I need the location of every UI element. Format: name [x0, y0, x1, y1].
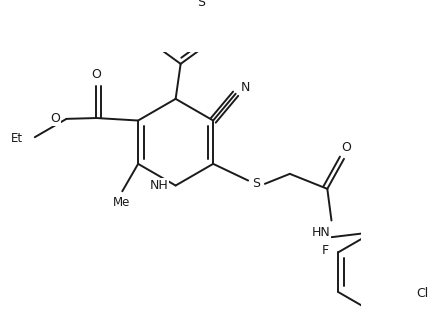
- Text: F: F: [321, 244, 329, 257]
- Text: S: S: [253, 177, 261, 190]
- Text: O: O: [342, 141, 351, 154]
- Text: O: O: [51, 112, 61, 126]
- Text: Et: Et: [11, 131, 23, 145]
- Text: HN: HN: [312, 226, 331, 239]
- Text: O: O: [92, 68, 101, 81]
- Text: Me: Me: [113, 196, 130, 208]
- Text: N: N: [241, 80, 250, 94]
- Text: NH: NH: [150, 179, 168, 192]
- Text: Cl: Cl: [416, 287, 428, 300]
- Text: S: S: [197, 0, 205, 9]
